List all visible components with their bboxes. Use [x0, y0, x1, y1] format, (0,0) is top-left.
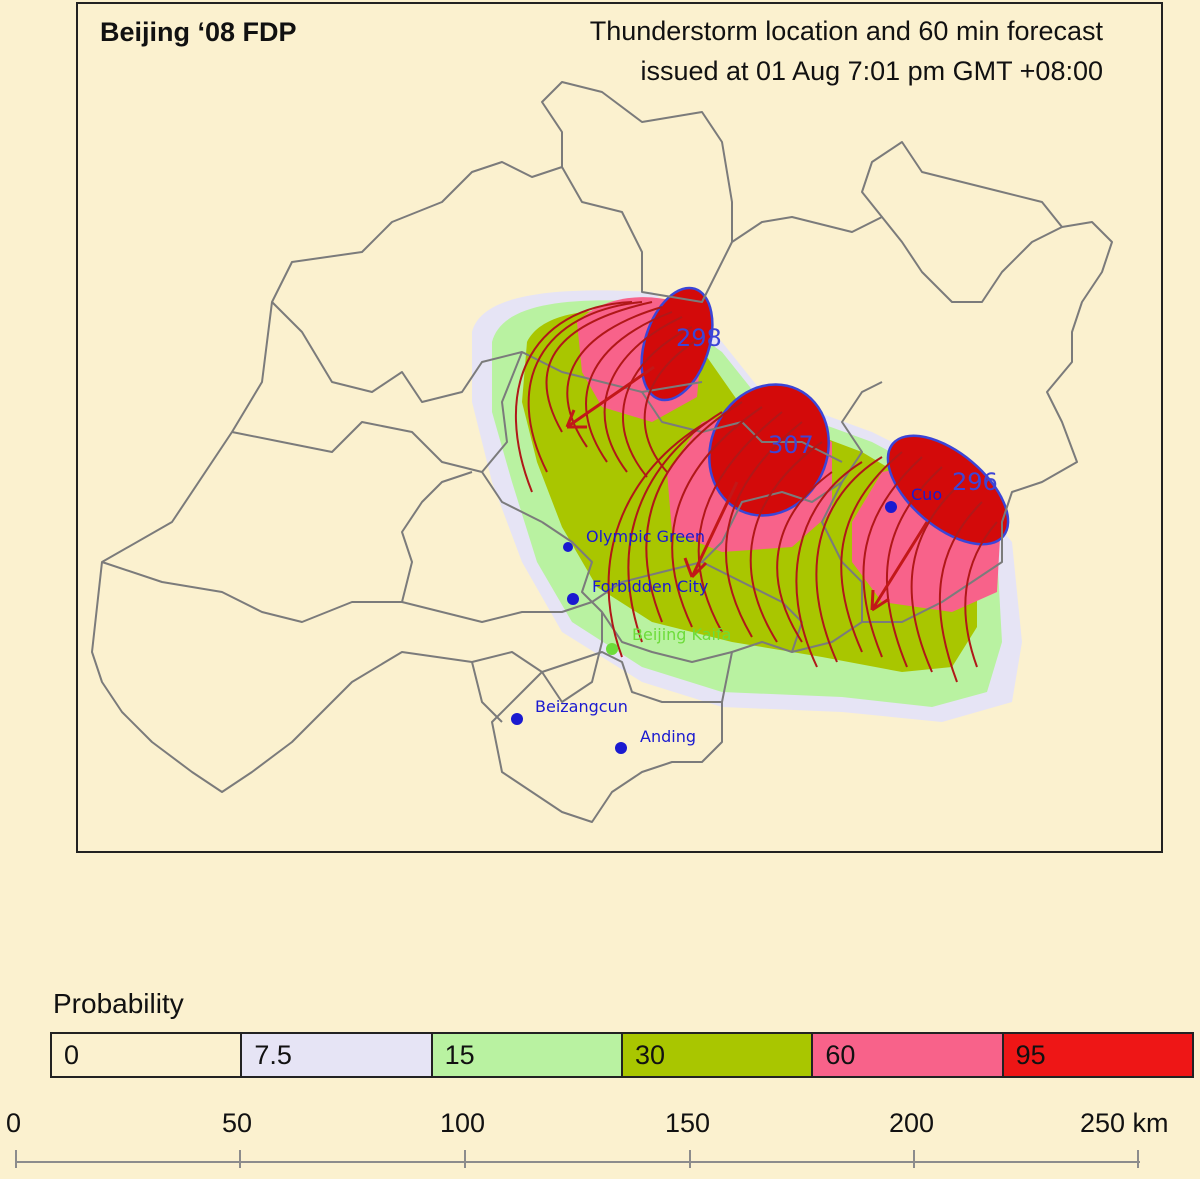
scale-tick-250: 250 km	[1080, 1108, 1169, 1138]
cuo-marker	[885, 501, 897, 513]
storm-id-298: 298	[676, 324, 722, 352]
forbidden-city-label: Forbidden City	[592, 577, 708, 596]
storm-cell-296	[886, 434, 1010, 546]
legend-bin-7-5: 7.5	[242, 1034, 433, 1076]
arrow-307	[683, 481, 739, 579]
olympic-green-label: Olympic Green	[586, 527, 705, 546]
forecast-title-line-2: issued at 01 Aug 7:01 pm GMT +08:00	[640, 56, 1103, 86]
anding-marker	[615, 742, 627, 754]
olympic-green-marker	[563, 542, 573, 552]
storm-id-307: 307	[768, 431, 814, 459]
storm-cell-298	[640, 286, 714, 402]
scale-tick-150: 150	[665, 1108, 710, 1138]
legend-bin-95: 95	[1003, 1034, 1192, 1076]
storm-id-296: 296	[952, 468, 998, 496]
cuo-label: Cuo	[911, 485, 942, 504]
scale-tick-200: 200	[889, 1108, 934, 1138]
beizangcun-label: Beizangcun	[535, 697, 628, 716]
arrow-298	[565, 365, 655, 429]
distance-scale-bar: 0 50 100 150 200 250 km	[6, 1108, 1169, 1168]
beijing-kaifa-label: Beijing Kaifa	[632, 625, 731, 644]
legend-title: Probability	[53, 988, 184, 1019]
place-markers: Olympic Green Forbidden City Beijing Kai…	[511, 485, 942, 754]
map-canvas: 298 307 296 Olympic Green Forbidden City…	[91, 81, 1113, 823]
scale-tick-0: 0	[6, 1108, 21, 1138]
forecast-title-line-1: Thunderstorm location and 60 min forecas…	[589, 16, 1103, 46]
legend-bin-30: 30	[622, 1034, 814, 1076]
map-panel: 298 307 296 Olympic Green Forbidden City…	[76, 2, 1163, 853]
legend-bin-0: 0	[52, 1034, 243, 1076]
storm-cells	[640, 286, 1010, 546]
probability-legend: 0 7.5 15 30 60 95	[50, 1032, 1194, 1078]
forbidden-city-marker	[567, 593, 579, 605]
legend-bin-60: 60	[813, 1034, 1004, 1076]
legend-bin-15: 15	[432, 1034, 623, 1076]
storm-cell-307	[708, 383, 830, 517]
scale-tick-50: 50	[222, 1108, 252, 1138]
arrow-296	[870, 521, 929, 612]
anding-label: Anding	[640, 727, 696, 746]
forecast-contours	[514, 301, 998, 683]
scale-tick-100: 100	[440, 1108, 485, 1138]
storm-motion-arrows	[565, 365, 929, 612]
beijing-kaifa-marker	[606, 643, 618, 655]
beizangcun-marker	[511, 713, 523, 725]
map-title: Beijing ‘08 FDP	[100, 17, 297, 47]
